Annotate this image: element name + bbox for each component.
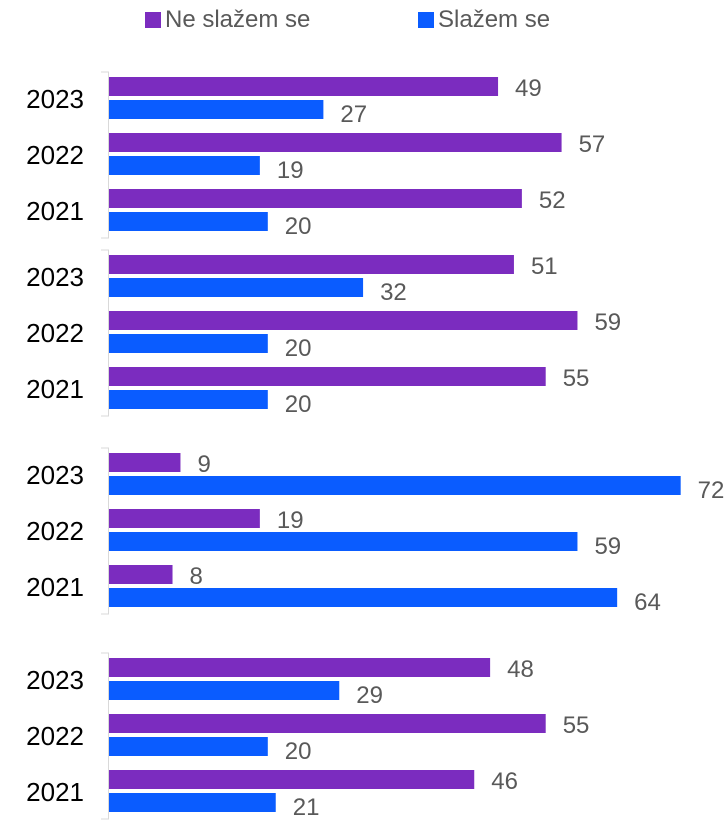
bar-da[interactable]	[109, 532, 578, 551]
bar-da[interactable]	[109, 212, 268, 231]
bar-da[interactable]	[109, 156, 260, 175]
year-tick-label: 2023	[26, 84, 84, 114]
data-label-ne: 55	[563, 712, 590, 739]
legend-swatch-da	[418, 12, 434, 28]
bar-da[interactable]	[109, 681, 340, 700]
year-tick-label: 2022	[26, 140, 84, 170]
data-label-da: 29	[356, 682, 383, 709]
data-label-da: 32	[380, 279, 407, 306]
data-label-da: 20	[285, 213, 312, 240]
bar-da[interactable]	[109, 334, 268, 353]
bar-ne[interactable]	[109, 255, 514, 274]
data-label-da: 64	[634, 589, 661, 616]
year-tick-label: 2021	[26, 572, 84, 602]
data-label-da: 72	[698, 477, 725, 504]
bar-da[interactable]	[109, 100, 324, 119]
bar-da[interactable]	[109, 476, 681, 495]
bar-ne[interactable]	[109, 77, 499, 96]
bar-ne[interactable]	[109, 714, 546, 733]
legend-label-da: Slažem se	[438, 6, 551, 33]
data-label-ne: 52	[539, 187, 566, 214]
data-label-ne: 9	[197, 451, 210, 478]
bar-ne[interactable]	[109, 453, 181, 472]
bar-ne[interactable]	[109, 770, 475, 789]
data-label-da: 20	[285, 391, 312, 418]
year-tick-label: 2023	[26, 460, 84, 490]
data-label-ne: 51	[531, 253, 558, 280]
data-label-da: 59	[594, 533, 621, 560]
year-tick-label: 2023	[26, 262, 84, 292]
data-label-ne: 19	[277, 507, 304, 534]
data-label-ne: 49	[515, 75, 542, 102]
bar-da[interactable]	[109, 737, 268, 756]
data-label-ne: 55	[563, 365, 590, 392]
year-tick-label: 2021	[26, 374, 84, 404]
bar-da[interactable]	[109, 793, 276, 812]
legend-label-ne: Ne slažem se	[165, 6, 311, 33]
bar-ne[interactable]	[109, 311, 578, 330]
data-label-ne: 46	[491, 768, 518, 795]
bar-ne[interactable]	[109, 133, 562, 152]
bar-da[interactable]	[109, 390, 268, 409]
data-label-da: 19	[277, 157, 304, 184]
data-label-ne: 48	[507, 656, 534, 683]
year-tick-label: 2022	[26, 318, 84, 348]
bar-ne[interactable]	[109, 509, 260, 528]
data-label-ne: 8	[190, 563, 203, 590]
data-label-ne: 57	[579, 131, 606, 158]
bar-ne[interactable]	[109, 367, 546, 386]
bar-ne[interactable]	[109, 658, 491, 677]
year-tick-label: 2022	[26, 721, 84, 751]
year-tick-label: 2022	[26, 516, 84, 546]
legend-item-ne[interactable]: Ne slažem se	[145, 6, 310, 34]
legend-item-da[interactable]: Slažem se	[418, 6, 550, 34]
data-label-da: 20	[285, 738, 312, 765]
year-tick-label: 2021	[26, 777, 84, 807]
data-label-ne: 59	[594, 309, 621, 336]
legend: Ne slažem se Slažem se	[0, 6, 726, 40]
bar-da[interactable]	[109, 588, 618, 607]
bar-ne[interactable]	[109, 565, 173, 584]
legend-swatch-ne	[145, 12, 161, 28]
data-label-da: 27	[340, 101, 367, 128]
bar-da[interactable]	[109, 278, 364, 297]
data-label-da: 21	[293, 794, 320, 821]
year-tick-label: 2023	[26, 665, 84, 695]
data-label-da: 20	[285, 335, 312, 362]
year-tick-label: 2021	[26, 196, 84, 226]
bar-ne[interactable]	[109, 189, 522, 208]
